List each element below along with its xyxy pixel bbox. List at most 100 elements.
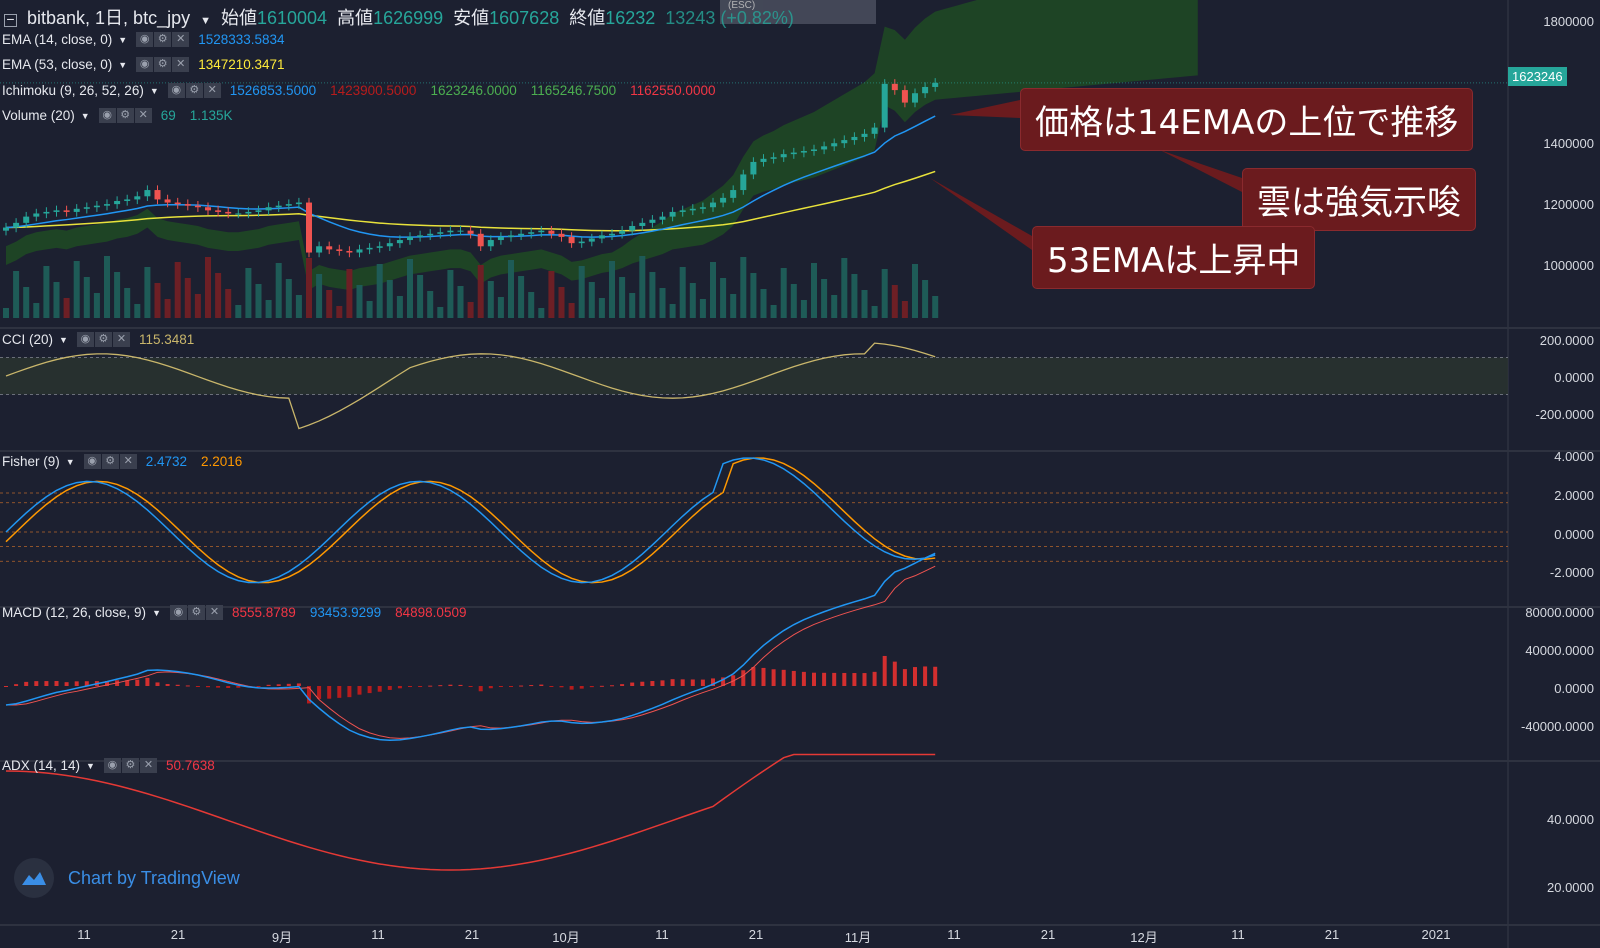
macd-hist-bar [226, 686, 231, 689]
gear-icon[interactable]: ⚙ [187, 605, 205, 620]
chevron-down-icon[interactable]: ▼ [118, 59, 128, 70]
x-tick-label: 11 [947, 927, 961, 942]
candle-body [73, 208, 80, 212]
collapse-icon[interactable]: − [4, 12, 17, 27]
legend-ema14-value: 1528333.5834 [198, 32, 285, 47]
volume-bar [447, 270, 454, 318]
legend-ema53[interactable]: EMA (53, close, 0) ▼ ◉ ⚙ ✕ 1347210.3471 [2, 57, 285, 72]
macd-hist-bar [872, 671, 877, 686]
gear-icon[interactable]: ⚙ [185, 83, 203, 98]
macd-hist-bar [610, 685, 614, 687]
close-icon[interactable]: ✕ [119, 454, 137, 469]
annotation-ema53[interactable]: 53EMAは上昇中 [1032, 226, 1316, 289]
gear-icon[interactable]: ⚙ [101, 454, 119, 469]
eye-icon[interactable]: ◉ [169, 605, 187, 620]
candle-body [841, 140, 848, 144]
macd-hist-bar [529, 685, 534, 687]
candle-body [821, 146, 828, 150]
volume-bar [154, 283, 161, 318]
macd-hist-bar [135, 679, 140, 686]
eye-icon[interactable]: ◉ [103, 758, 121, 773]
macd-hist-bar [145, 677, 150, 686]
legend-macd-hist: 8555.8789 [231, 605, 296, 620]
legend-fisher[interactable]: Fisher (9) ▼ ◉ ⚙ ✕ 2.4732 2.2016 [2, 454, 242, 469]
chevron-down-icon[interactable]: ▼ [80, 110, 90, 121]
close-icon[interactable]: ✕ [139, 758, 157, 773]
axis-macd-80000: 80000.0000 [1525, 605, 1594, 620]
candle-body [881, 83, 888, 128]
eye-icon[interactable]: ◉ [167, 83, 185, 98]
gear-icon[interactable]: ⚙ [154, 32, 172, 47]
volume-bar [901, 301, 908, 318]
chevron-down-icon[interactable]: ▼ [86, 760, 95, 771]
macd-hist-bar [862, 673, 867, 686]
volume-bar [821, 279, 828, 318]
gear-icon[interactable]: ⚙ [121, 758, 139, 773]
ichimoku-cloud [6, 0, 1198, 291]
chevron-down-icon[interactable]: ▼ [200, 15, 211, 27]
close-icon[interactable]: ✕ [205, 605, 223, 620]
candle-body [831, 143, 838, 147]
cci-line [5, 342, 936, 430]
legend-cci[interactable]: CCI (20) ▼ ◉ ⚙ ✕ 115.3481 [2, 332, 194, 347]
eye-icon[interactable]: ◉ [136, 32, 154, 47]
volume-bar [922, 280, 929, 318]
close-icon[interactable]: ✕ [112, 332, 130, 347]
legend-volume[interactable]: Volume (20) ▼ ◉ ⚙ ✕ 69 1.135K [2, 108, 233, 123]
candle-body [932, 82, 939, 87]
macd-hist-bar [256, 686, 261, 687]
eye-icon[interactable]: ◉ [98, 108, 116, 123]
legend-ema53-value: 1347210.3471 [198, 57, 285, 72]
symbol-header: − bitbank, 1日, btc_jpy ▼ 始値1610004 高値1626… [4, 4, 794, 30]
x-tick-label: 21 [1040, 927, 1056, 942]
legend-ema14[interactable]: EMA (14, close, 0) ▼ ◉ ⚙ ✕ 1528333.5834 [2, 32, 285, 47]
macd-hist-bar [933, 666, 938, 686]
legend-adx[interactable]: ADX (14, 14) ▼ ◉ ⚙ ✕ 50.7638 [2, 758, 215, 773]
macd-hist-bar [599, 685, 604, 687]
volume-bar [699, 299, 706, 318]
volume-bar [568, 303, 575, 318]
macd-hist-bar [387, 686, 392, 690]
legend-ichimoku[interactable]: Ichimoku (9, 26, 52, 26) ▼ ◉ ⚙ ✕ 1526853.50… [2, 83, 715, 98]
candle-body [134, 196, 141, 200]
candle-body [609, 233, 615, 236]
chevron-down-icon[interactable]: ▼ [118, 34, 128, 45]
gear-icon[interactable]: ⚙ [94, 332, 112, 347]
candle-body [285, 204, 292, 206]
chevron-down-icon[interactable]: ▼ [149, 85, 159, 96]
symbol-title[interactable]: bitbank, 1日, btc_jpy [27, 8, 191, 28]
eye-icon[interactable]: ◉ [83, 454, 101, 469]
volume-bar [43, 266, 50, 318]
volume-bar [427, 291, 434, 318]
open-value: 1610004 [256, 8, 328, 28]
change-value: 13243 (+0.82%) [665, 8, 794, 28]
legend-ichimoku-tenkan: 1526853.5000 [229, 83, 317, 98]
annotation-cloud[interactable]: 雲は強気示唆 [1242, 168, 1476, 231]
macd-hist-bar [761, 667, 766, 686]
close-icon[interactable]: ✕ [172, 32, 190, 47]
chevron-down-icon[interactable]: ▼ [59, 334, 68, 345]
gear-icon[interactable]: ⚙ [116, 108, 134, 123]
candle-body [194, 205, 201, 208]
tradingview-watermark[interactable]: Chart by TradingView [14, 858, 240, 898]
macd-hist-bar [286, 683, 291, 686]
gear-icon[interactable]: ⚙ [154, 57, 172, 72]
close-icon[interactable]: ✕ [172, 57, 190, 72]
candle-body [114, 200, 121, 205]
low-label: 安値 [453, 8, 490, 28]
close-icon[interactable]: ✕ [203, 83, 221, 98]
legend-macd[interactable]: MACD (12, 26, close, 9) ▼ ◉ ⚙ ✕ 8555.8789 9… [2, 605, 466, 620]
annotation-ema14[interactable]: 価格は14EMAの上位で推移 [1020, 88, 1474, 151]
volume-bar [23, 287, 30, 318]
macd-hist-bar [620, 684, 625, 686]
chevron-down-icon[interactable]: ▼ [65, 456, 75, 467]
macd-hist-bar [185, 685, 190, 687]
legend-ichimoku-kijun: 1423900.5000 [330, 83, 417, 98]
candle-body [225, 211, 232, 214]
eye-icon[interactable]: ◉ [76, 332, 94, 347]
chevron-down-icon[interactable]: ▼ [152, 607, 161, 618]
candle-body [417, 235, 424, 237]
macd-hist-bar [700, 679, 705, 686]
eye-icon[interactable]: ◉ [136, 57, 154, 72]
close-icon[interactable]: ✕ [134, 108, 152, 123]
